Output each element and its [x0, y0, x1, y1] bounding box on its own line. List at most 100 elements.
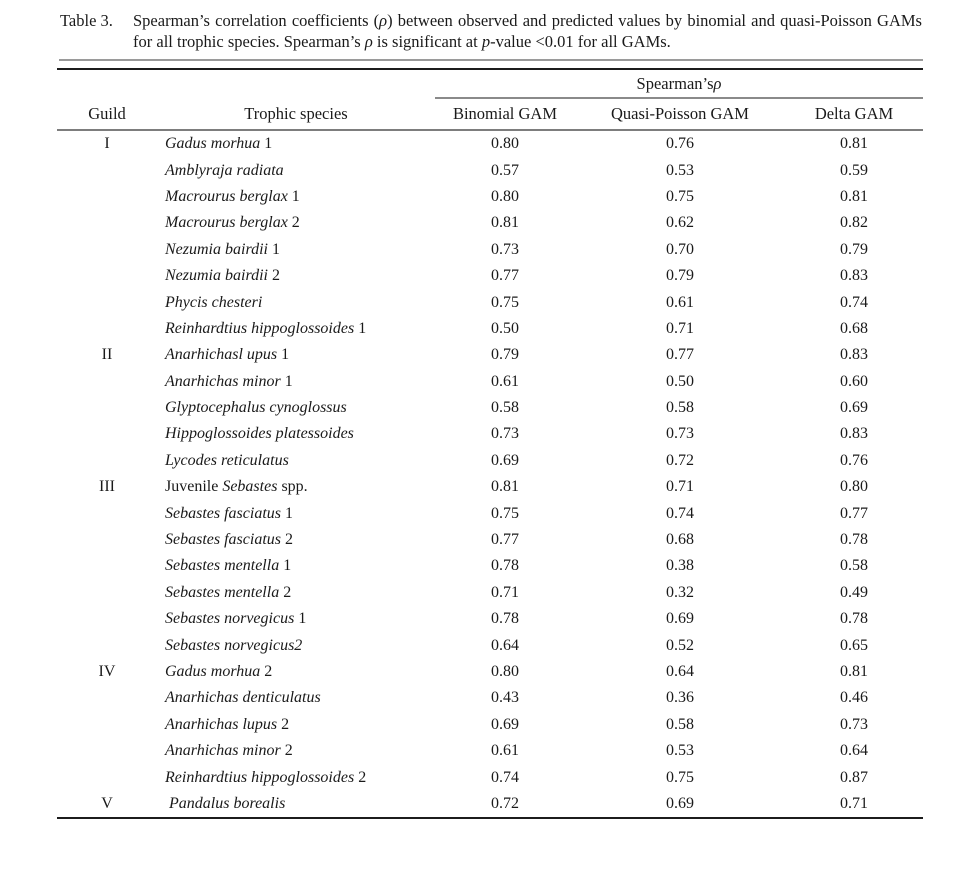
top-rule-gray — [59, 59, 923, 61]
table-row: Sebastes norvegicus 1 0.78 0.69 0.78 — [57, 606, 923, 632]
delta-value: 0.64 — [840, 742, 868, 760]
binomial-value: 0.81 — [491, 478, 519, 496]
quasi-poisson-value: 0.69 — [666, 794, 694, 812]
binomial-value: 0.57 — [491, 161, 519, 179]
delta-value: 0.59 — [840, 161, 868, 179]
species-cell: Gadus morhua 1 — [165, 135, 273, 153]
species-cell: Anarhichas minor 2 — [165, 742, 293, 760]
species-cell: Lycodes reticulatus — [165, 451, 289, 469]
delta-value: 0.83 — [840, 425, 868, 443]
table-row: Sebastes mentella 1 0.78 0.38 0.58 — [57, 553, 923, 579]
binomial-value: 0.50 — [491, 319, 519, 337]
delta-value: 0.69 — [840, 399, 868, 417]
delta-value: 0.87 — [840, 768, 868, 786]
delta-value: 0.60 — [840, 372, 868, 390]
table-row: I Gadus morhua 1 0.80 0.76 0.81 — [57, 131, 923, 157]
table-row: Nezumia bairdii 1 0.73 0.70 0.79 — [57, 237, 923, 263]
quasi-poisson-value: 0.64 — [666, 663, 694, 680]
spearmans-rho-spanner: Spearman’s ρ — [435, 70, 923, 99]
table-row: Lycodes reticulatus 0.69 0.72 0.76 — [57, 448, 923, 474]
species-cell: Anarhichas lupus 2 — [165, 715, 290, 733]
top-rule-black — [57, 68, 923, 70]
table-row: Glyptocephalus cynoglossus 0.58 0.58 0.69 — [57, 395, 923, 421]
binomial-value: 0.72 — [491, 794, 519, 812]
header-bottom-rule — [57, 129, 923, 131]
binomial-value: 0.69 — [491, 451, 519, 469]
delta-value: 0.81 — [840, 663, 868, 680]
binomial-value: 0.61 — [491, 742, 519, 760]
table-row: Anarhichas minor 1 0.61 0.50 0.60 — [57, 369, 923, 395]
quasi-poisson-value: 0.58 — [666, 399, 694, 417]
quasi-poisson-value: 0.71 — [666, 478, 694, 496]
binomial-value: 0.78 — [491, 610, 519, 628]
binomial-value: 0.79 — [491, 346, 519, 364]
species-cell: Sebastes fasciatus 1 — [165, 504, 293, 522]
species-cell: Amblyraja radiata — [165, 161, 284, 179]
binomial-value: 0.80 — [491, 187, 519, 205]
table-caption: Table 3. Spearman’s correlation coeffici… — [60, 10, 922, 52]
table-row: IV Gadus morhua 2 0.80 0.64 0.81 — [57, 659, 923, 685]
quasi-poisson-value: 0.74 — [666, 504, 694, 522]
column-header-delta-gam: Delta GAM — [814, 104, 894, 123]
table-row: Anarhichas denticulatus 0.43 0.36 0.46 — [57, 685, 923, 711]
quasi-poisson-value: 0.62 — [666, 214, 694, 232]
species-cell: Anarhichas denticulatus — [165, 689, 321, 707]
quasi-poisson-value: 0.38 — [666, 557, 694, 575]
species-cell: Reinhardtius hippoglossoides 2 — [165, 768, 367, 786]
species-cell: Anarhichasl upus 1 — [165, 346, 290, 364]
quasi-poisson-value: 0.70 — [666, 240, 694, 258]
binomial-value: 0.74 — [491, 768, 519, 786]
species-cell: Macrourus berglax 1 — [165, 187, 300, 205]
column-header-row: Guild Trophic species Binomial GAM Quasi… — [57, 99, 923, 129]
bottom-rule — [57, 817, 923, 820]
binomial-value: 0.73 — [491, 425, 519, 443]
quasi-poisson-value: 0.50 — [666, 372, 694, 390]
guild-cell: V — [101, 794, 113, 812]
column-header-binomial-gam: Binomial GAM — [452, 104, 558, 123]
species-cell: Hippoglossoides platessoides — [165, 425, 354, 443]
binomial-value: 0.80 — [491, 663, 519, 680]
binomial-value: 0.80 — [491, 135, 519, 153]
binomial-value: 0.75 — [491, 293, 519, 311]
table-row: Nezumia bairdii 2 0.77 0.79 0.83 — [57, 263, 923, 289]
quasi-poisson-value: 0.79 — [666, 267, 694, 285]
binomial-value: 0.73 — [491, 240, 519, 258]
quasi-poisson-value: 0.73 — [666, 425, 694, 443]
table-row: Hippoglossoides platessoides 0.73 0.73 0.83 — [57, 421, 923, 447]
binomial-value: 0.58 — [491, 399, 519, 417]
table-row: Sebastes fasciatus 1 0.75 0.74 0.77 — [57, 500, 923, 526]
delta-value: 0.49 — [840, 583, 868, 601]
quasi-poisson-value: 0.53 — [666, 742, 694, 760]
quasi-poisson-value: 0.75 — [666, 768, 694, 786]
column-header-species: Trophic species — [244, 104, 348, 123]
quasi-poisson-value: 0.58 — [666, 715, 694, 733]
quasi-poisson-value: 0.61 — [666, 293, 694, 311]
quasi-poisson-value: 0.72 — [666, 451, 694, 469]
delta-value: 0.81 — [840, 135, 868, 153]
guild-cell: III — [99, 478, 115, 496]
delta-value: 0.65 — [840, 636, 868, 654]
table-row: II Anarhichasl upus 1 0.79 0.77 0.83 — [57, 342, 923, 368]
species-cell: Sebastes fasciatus 2 — [165, 531, 293, 549]
binomial-value: 0.77 — [491, 267, 519, 285]
table-row: Amblyraja radiata 0.57 0.53 0.59 — [57, 157, 923, 183]
delta-value: 0.82 — [840, 214, 868, 232]
binomial-value: 0.43 — [491, 689, 519, 707]
delta-value: 0.68 — [840, 319, 868, 337]
species-cell: Sebastes norvegicus 1 — [165, 610, 307, 628]
binomial-value: 0.78 — [491, 557, 519, 575]
delta-value: 0.78 — [840, 610, 868, 628]
species-cell: Gadus morhua 2 — [165, 663, 273, 680]
table-row: Macrourus berglax 1 0.80 0.75 0.81 — [57, 184, 923, 210]
binomial-value: 0.77 — [491, 531, 519, 549]
quasi-poisson-value: 0.71 — [666, 319, 694, 337]
species-cell: Sebastes mentella 1 — [165, 557, 292, 575]
delta-value: 0.83 — [840, 267, 868, 285]
table-row: Sebastes fasciatus 2 0.77 0.68 0.78 — [57, 527, 923, 553]
quasi-poisson-value: 0.52 — [666, 636, 694, 654]
binomial-value: 0.64 — [491, 636, 519, 654]
delta-value: 0.80 — [840, 478, 868, 496]
binomial-value: 0.75 — [491, 504, 519, 522]
species-cell: Pandalus borealis — [169, 794, 286, 812]
delta-value: 0.73 — [840, 715, 868, 733]
